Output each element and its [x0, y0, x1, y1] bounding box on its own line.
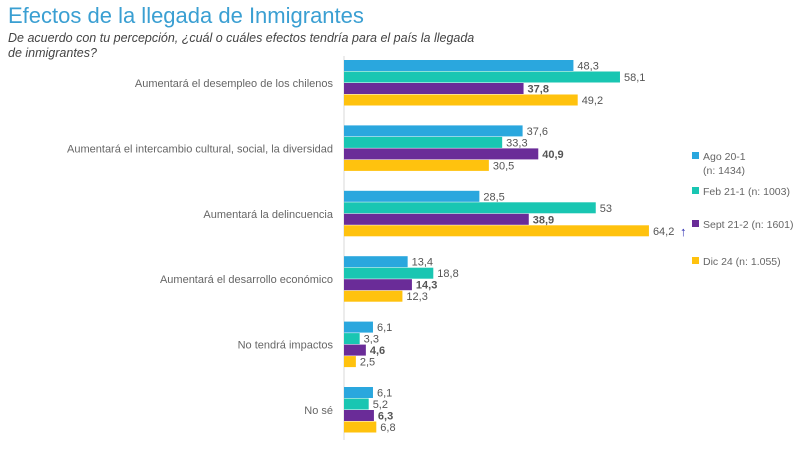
bar [344, 344, 366, 356]
bar [344, 256, 408, 268]
data-label: 3,3 [364, 334, 379, 346]
data-label: 49,2 [582, 95, 603, 107]
bar [344, 321, 373, 333]
chart-subtitle: De acuerdo con tu percepción, ¿cuál o cu… [8, 31, 475, 60]
data-label: 6,1 [377, 388, 392, 400]
bar [344, 60, 574, 71]
data-label: 58,1 [624, 72, 645, 84]
data-label: 28,5 [483, 191, 504, 203]
data-label: 2,5 [360, 357, 375, 369]
data-label: 13,4 [412, 257, 433, 269]
data-label: 64,2 [653, 226, 674, 238]
bar [344, 225, 649, 237]
data-label: 40,9 [542, 149, 563, 161]
bar [344, 290, 403, 302]
bar [344, 190, 480, 202]
category-label: Aumentará el desempleo de los chilenos [135, 78, 334, 90]
data-label: 30,5 [493, 160, 514, 172]
legend-label: Sept 21-2 (n: 1601) [703, 219, 793, 231]
data-label: 38,9 [533, 214, 554, 226]
category-label: Aumentará la delincuencia [203, 209, 334, 221]
bar [344, 421, 377, 433]
chart-title: Efectos de la llegada de Inmigrantes [8, 3, 364, 28]
legend-swatch [692, 220, 699, 227]
bar [344, 356, 356, 368]
legend-swatch [692, 187, 699, 194]
bar [344, 202, 596, 214]
data-label: 6,3 [378, 411, 393, 423]
bar [344, 136, 503, 148]
data-label: 14,3 [416, 280, 437, 292]
legend-label: Dic 24 (n: 1.055) [703, 256, 781, 268]
data-label: 37,8 [528, 84, 549, 96]
data-label: 6,1 [377, 322, 392, 334]
data-label: 6,8 [380, 422, 395, 434]
category-label: No sé [304, 405, 333, 417]
data-label: 48,3 [577, 61, 598, 73]
data-label: 12,3 [406, 291, 427, 303]
data-label: 37,6 [527, 126, 548, 138]
bar [344, 279, 412, 291]
data-label: 5,2 [373, 399, 388, 411]
bar [344, 213, 529, 225]
category-label: Aumentará el desarrollo económico [160, 274, 333, 286]
bar [344, 148, 539, 160]
data-label: 33,3 [506, 137, 527, 149]
category-label: No tendrá impactos [238, 340, 334, 352]
bar [344, 387, 373, 398]
legend-swatch [692, 257, 699, 264]
bar [344, 267, 434, 279]
legend-swatch [692, 152, 699, 159]
legend-label: Ago 20-1 [703, 151, 746, 163]
up-arrow-icon: ↑ [680, 224, 687, 239]
bar [344, 398, 369, 410]
bar [344, 159, 489, 171]
bar [344, 410, 374, 421]
data-label: 18,8 [437, 268, 458, 280]
category-label: Aumentará el intercambio cultural, socia… [67, 143, 333, 155]
legend-label: (n: 1434) [703, 165, 745, 177]
bar [344, 71, 620, 83]
bar [344, 333, 360, 345]
legend-label: Feb 21-1 (n: 1003) [703, 186, 790, 198]
bar [344, 125, 523, 137]
bar [344, 83, 524, 94]
data-label: 4,6 [370, 345, 385, 357]
bar [344, 94, 578, 106]
data-label: 53 [600, 203, 612, 215]
